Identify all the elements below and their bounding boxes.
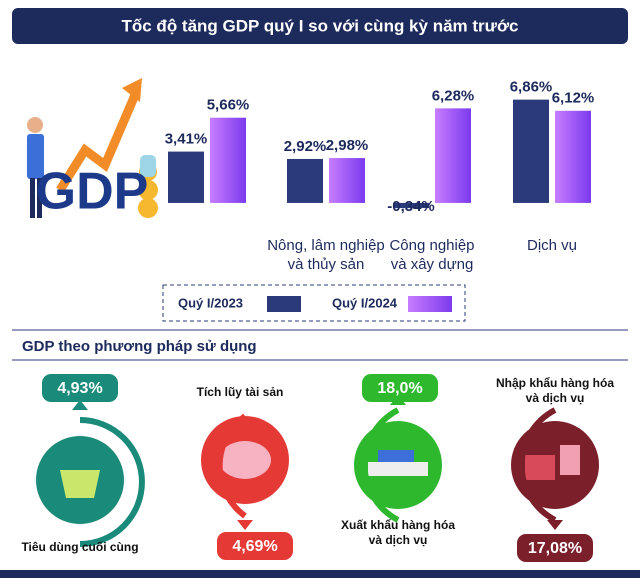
chart-title: Tốc độ tăng GDP quý I so với cùng kỳ năm… — [121, 16, 518, 35]
x-tick-label: Nông, lâm nghiệp và thủy sản — [267, 237, 385, 273]
bar — [210, 117, 246, 203]
value-label: 3,41% — [165, 131, 208, 148]
value-pill — [42, 374, 118, 402]
bar — [393, 202, 429, 209]
value-text: 4,69% — [232, 538, 277, 555]
legend-swatch — [408, 296, 452, 312]
legend-label: Quý I/2024 — [332, 295, 398, 310]
section-title: GDP theo phương pháp sử dụng — [22, 338, 257, 355]
value-label: 6,12% — [552, 90, 595, 107]
legend-box — [162, 284, 466, 322]
value-text: 18,0% — [377, 380, 422, 397]
legend-swatch — [267, 296, 301, 312]
value-text: 4,93% — [57, 380, 102, 397]
item-label: Tiêu dùng cuối cùng — [21, 540, 139, 554]
gdp-illustration — [27, 78, 158, 218]
value-pill — [517, 534, 593, 562]
value-label: 5,66% — [207, 97, 250, 114]
icons — [36, 395, 599, 547]
value-label: 2,92% — [284, 138, 327, 155]
x-tick-label: Dịch vụ — [526, 237, 578, 254]
bar — [435, 108, 471, 203]
value-label: 6,28% — [432, 87, 475, 104]
value-text: 17,08% — [528, 540, 582, 557]
bar — [168, 151, 204, 203]
value-label: 6,86% — [510, 79, 553, 96]
title-banner — [12, 8, 628, 44]
value-pill — [217, 532, 293, 560]
bar — [287, 158, 323, 203]
value-label: 2,98% — [326, 137, 369, 154]
bar — [329, 158, 365, 203]
value-label: -0,34% — [387, 198, 435, 215]
item-label: Tích lũy tài sản — [196, 385, 284, 399]
item-label: Nhập khẩu hàng hóa và dịch vụ — [495, 376, 614, 405]
bar — [513, 99, 549, 203]
value-pill — [362, 374, 438, 402]
x-tick-label: Công nghiệp và xây dựng — [389, 237, 475, 273]
footer-bar — [0, 570, 640, 578]
legend-label: Quý I/2023 — [178, 295, 243, 310]
illustration-text: GDP — [36, 163, 149, 221]
item-label: Xuất khẩu hàng hóa và dịch vụ — [340, 518, 455, 547]
bar — [555, 110, 591, 203]
